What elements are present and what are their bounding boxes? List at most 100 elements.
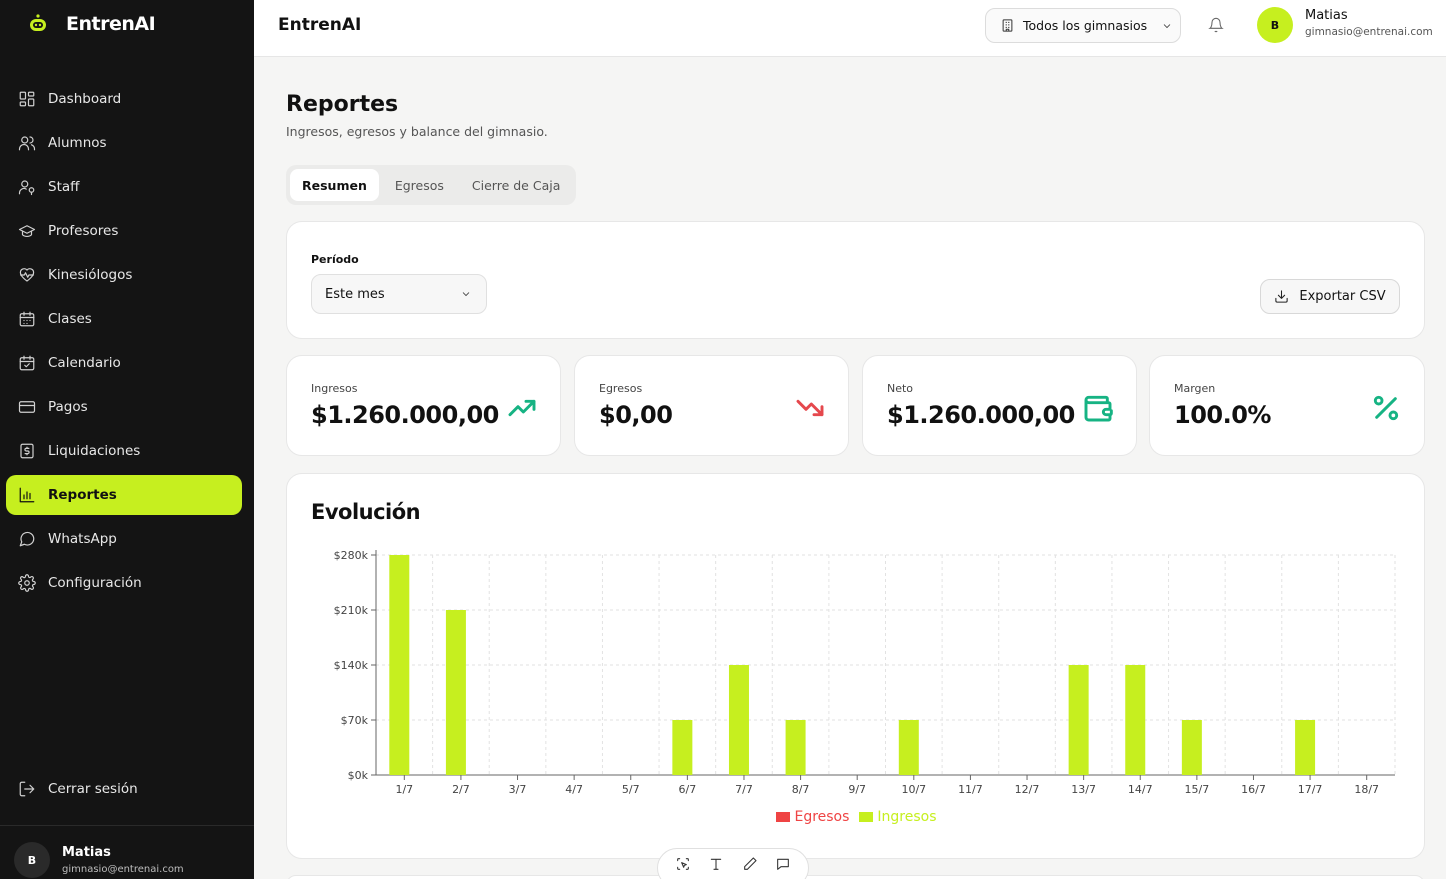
log-out-icon <box>19 781 35 797</box>
annotation-toolbar <box>657 848 809 879</box>
sidebar-item-kinesiologos[interactable]: Kinesiólogos <box>6 255 242 295</box>
percent-icon <box>1370 392 1402 424</box>
stat-card-margen: Margen 100.0% <box>1149 355 1425 456</box>
x-tick-label: 9/7 <box>848 783 866 796</box>
stat-card-egresos: Egresos $0,00 <box>574 355 849 456</box>
lasso-select-icon <box>676 858 689 870</box>
bar-ingresos <box>1068 665 1089 775</box>
sidebar-item-label: Alumnos <box>48 135 107 151</box>
tab-egresos[interactable]: Egresos <box>394 177 444 193</box>
logout: Cerrar sesión <box>6 769 242 813</box>
users-icon <box>18 136 36 151</box>
text-tool-button[interactable] <box>707 855 725 873</box>
trending-down-icon <box>794 392 826 424</box>
evolution-bar-chart: $0k $70k $140k $210k $280k 1/7 2/7 3/7 4/7 5/7 6/7… <box>334 549 1396 796</box>
sidebar-item-dashboard[interactable]: Dashboard <box>6 79 242 119</box>
bar-ingresos <box>672 720 693 775</box>
bar-ingresos <box>1181 720 1202 775</box>
sidebar-item-label: WhatsApp <box>48 531 117 547</box>
calendar-grid-icon <box>19 311 35 327</box>
sidebar-item-label: Calendario <box>48 355 121 371</box>
trending-up-icon <box>506 392 538 424</box>
sidebar-item-staff[interactable]: Staff <box>6 167 242 207</box>
tab-cierre-de-caja[interactable]: Cierre de Caja <box>471 177 561 193</box>
sidebar-item-whatsapp[interactable]: WhatsApp <box>6 519 242 559</box>
gear-icon <box>18 574 36 592</box>
notifications-button[interactable] <box>1208 17 1226 35</box>
sidebar: EntrenAI Dashboard Alumnos Staff Profeso… <box>0 0 254 879</box>
chart-card: Evolución $0k $70k $140k $210k $280k 1/7 2/7 3/… <box>286 473 1425 859</box>
legend-label: Egresos <box>794 809 850 825</box>
stat-value: $1.260.000,00 <box>311 401 499 429</box>
chevron-down-icon <box>1163 23 1171 28</box>
sidebar-item-label: Clases <box>48 311 92 327</box>
logout-label: Cerrar sesión <box>48 781 138 797</box>
y-tick-label: $210k <box>334 604 369 617</box>
period-label: Período <box>311 253 359 266</box>
legend-swatch <box>776 812 791 822</box>
draw-tool-button[interactable] <box>741 855 759 873</box>
sidebar-item-configuracion[interactable]: Configuración <box>6 563 242 603</box>
sidebar-item-pagos[interactable]: Pagos <box>6 387 242 427</box>
x-tick-label: 6/7 <box>679 783 697 796</box>
sidebar-item-alumnos[interactable]: Alumnos <box>6 123 242 163</box>
comment-tool-button[interactable] <box>774 855 792 873</box>
sidebar-user[interactable]: B Matias gimnasio@entrenai.com <box>14 842 184 878</box>
sidebar-item-reportes[interactable]: Reportes <box>6 475 242 515</box>
tab-resumen[interactable]: Resumen <box>290 169 379 201</box>
user-name: Matias <box>1305 8 1348 23</box>
stat-label: Egresos <box>599 382 643 395</box>
stat-label: Ingresos <box>311 382 358 395</box>
x-tick-label: 10/7 <box>901 783 926 796</box>
bell-icon <box>1208 17 1224 33</box>
legend-item-ingresos[interactable]: Ingresos <box>859 809 937 825</box>
user-name: Matias <box>62 845 111 860</box>
heart-pulse-icon <box>19 268 35 282</box>
sidebar-item-label: Staff <box>48 179 80 195</box>
sidebar-item-label: Profesores <box>48 223 119 239</box>
credit-card-icon <box>18 401 36 413</box>
calendar-check-icon <box>19 355 35 371</box>
pencil-icon <box>743 857 757 870</box>
bar-ingresos <box>785 720 806 775</box>
period-select-value: Este mes <box>325 286 385 302</box>
sidebar-item-label: Kinesiólogos <box>48 267 133 283</box>
bar-ingresos <box>1295 720 1316 775</box>
chart-legend: Egresos Ingresos <box>287 809 1426 825</box>
sidebar-item-profesores[interactable]: Profesores <box>6 211 242 251</box>
stat-label: Neto <box>887 382 914 395</box>
avatar[interactable]: B <box>1257 7 1293 43</box>
y-tick-label: $140k <box>334 659 369 672</box>
user-email: gimnasio@entrenai.com <box>62 864 184 875</box>
stat-card-neto: Neto $1.260.000,00 <box>862 355 1137 456</box>
x-tick-label: 12/7 <box>1015 783 1040 796</box>
sidebar-item-label: Liquidaciones <box>48 443 141 459</box>
chart-title: Evolución <box>311 500 421 524</box>
export-csv-button[interactable]: Exportar CSV <box>1260 279 1400 314</box>
bar-ingresos <box>898 720 919 775</box>
x-tick-label: 5/7 <box>622 783 640 796</box>
text-icon <box>710 858 722 870</box>
x-tick-label: 7/7 <box>735 783 753 796</box>
logout-button[interactable]: Cerrar sesión <box>6 769 242 809</box>
stat-card-ingresos: Ingresos $1.260.000,00 <box>286 355 561 456</box>
x-tick-label: 2/7 <box>452 783 470 796</box>
x-tick-label: 3/7 <box>509 783 527 796</box>
sidebar-item-liquidaciones[interactable]: Liquidaciones <box>6 431 242 471</box>
bar-ingresos <box>389 555 410 775</box>
brand[interactable]: EntrenAI <box>26 12 156 36</box>
y-tick-label: $0k <box>348 769 369 782</box>
legend-item-egresos[interactable]: Egresos <box>776 809 849 825</box>
topbar-user[interactable]: Matias gimnasio@entrenai.com <box>1305 8 1433 38</box>
sidebar-item-calendario[interactable]: Calendario <box>6 343 242 383</box>
sidebar-item-clases[interactable]: Clases <box>6 299 242 339</box>
x-tick-label: 11/7 <box>958 783 983 796</box>
stat-value: $0,00 <box>599 401 673 429</box>
x-tick-label: 16/7 <box>1241 783 1266 796</box>
gym-selector[interactable]: Todos los gimnasios <box>985 8 1181 43</box>
period-select[interactable]: Este mes <box>311 274 487 314</box>
message-circle-icon <box>19 531 35 547</box>
wallet-icon <box>1082 392 1114 424</box>
select-tool-button[interactable] <box>674 855 692 873</box>
sidebar-item-label: Dashboard <box>48 91 122 107</box>
